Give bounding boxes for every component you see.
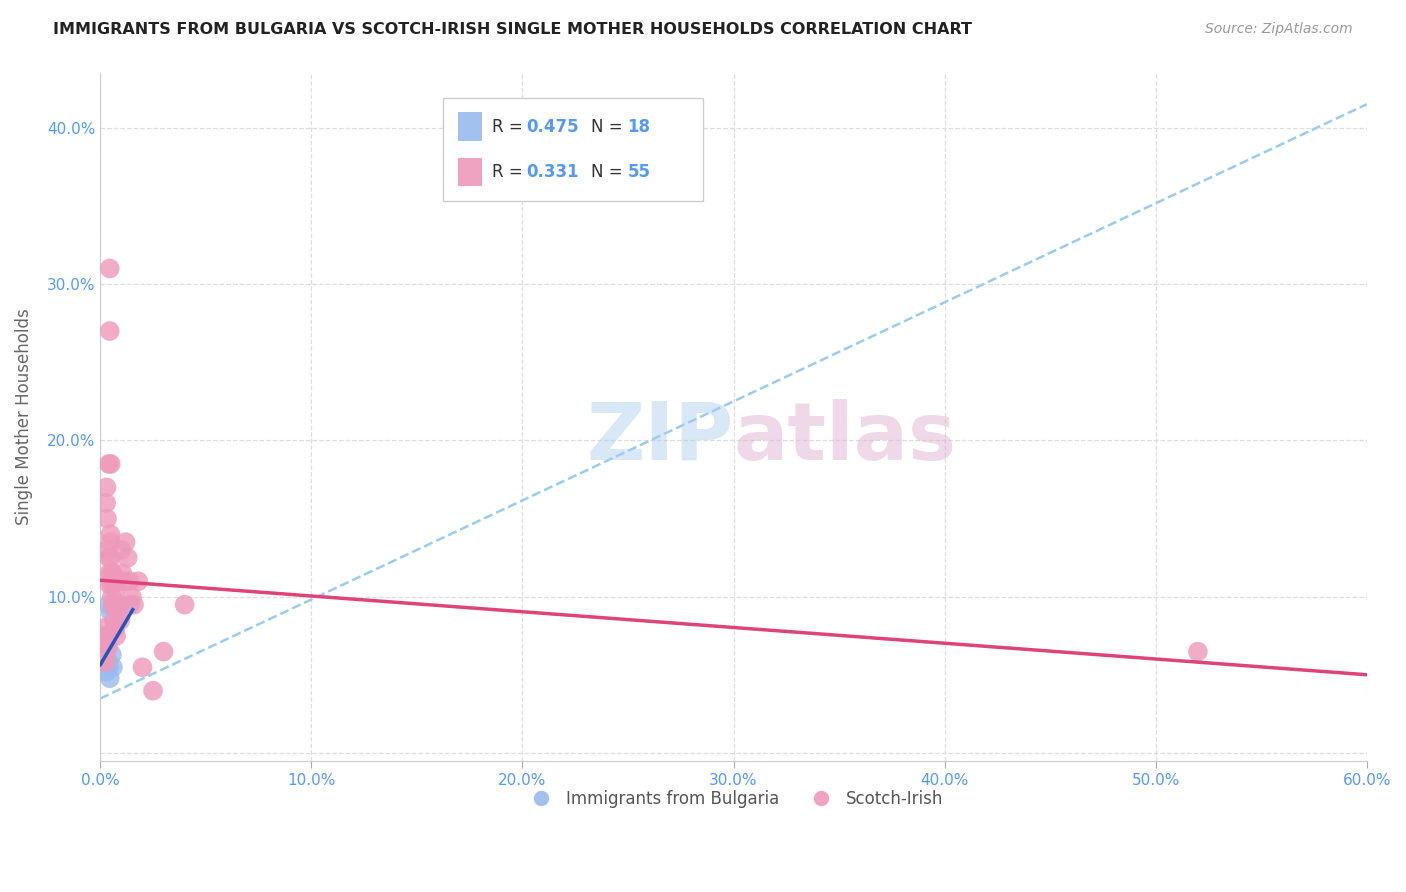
Point <box>94 633 117 648</box>
Point <box>94 652 117 666</box>
Text: R =: R = <box>492 118 529 136</box>
Point <box>117 550 139 565</box>
Text: 0.331: 0.331 <box>526 163 579 181</box>
Point <box>114 535 136 549</box>
Point <box>121 590 143 604</box>
Point <box>110 613 132 627</box>
Text: R =: R = <box>492 163 529 181</box>
Point <box>96 652 118 666</box>
Point <box>107 598 129 612</box>
Point <box>96 511 118 525</box>
Point <box>94 649 117 664</box>
Text: Source: ZipAtlas.com: Source: ZipAtlas.com <box>1205 22 1353 37</box>
Point <box>97 658 120 673</box>
Point <box>104 621 127 635</box>
Point <box>112 574 135 589</box>
Text: 18: 18 <box>627 118 651 136</box>
Point <box>173 598 195 612</box>
Point <box>93 640 115 654</box>
Point <box>94 656 117 670</box>
Point <box>100 550 122 565</box>
FancyBboxPatch shape <box>443 98 703 201</box>
Point <box>100 535 122 549</box>
Point <box>98 566 121 581</box>
Point <box>101 590 124 604</box>
Point <box>101 648 124 662</box>
Point <box>104 598 127 612</box>
Point <box>93 632 115 646</box>
Legend: Immigrants from Bulgaria, Scotch-Irish: Immigrants from Bulgaria, Scotch-Irish <box>517 783 949 814</box>
Point <box>108 598 131 612</box>
Text: N =: N = <box>591 118 628 136</box>
Point <box>97 629 120 643</box>
Point <box>96 480 118 494</box>
Point <box>101 598 124 612</box>
Bar <box>458 112 482 141</box>
Point <box>98 660 121 674</box>
Point <box>103 621 125 635</box>
Point <box>152 645 174 659</box>
Bar <box>458 158 482 186</box>
Point <box>96 637 118 651</box>
Point <box>101 660 124 674</box>
Point <box>93 643 115 657</box>
Point <box>91 629 114 643</box>
Point <box>111 566 134 581</box>
Point <box>98 671 121 685</box>
Point <box>101 577 124 591</box>
Text: 0.475: 0.475 <box>526 118 579 136</box>
Text: IMMIGRANTS FROM BULGARIA VS SCOTCH-IRISH SINGLE MOTHER HOUSEHOLDS CORRELATION CH: IMMIGRANTS FROM BULGARIA VS SCOTCH-IRISH… <box>53 22 973 37</box>
Point <box>96 665 118 679</box>
Point <box>97 543 120 558</box>
Point <box>96 496 118 510</box>
Point <box>98 324 121 338</box>
Point <box>93 640 115 654</box>
Point <box>97 640 120 654</box>
Point <box>96 657 118 672</box>
Point <box>104 582 127 596</box>
Y-axis label: Single Mother Households: Single Mother Households <box>15 309 32 525</box>
Point <box>131 660 153 674</box>
Point <box>122 598 145 612</box>
Point <box>100 527 122 541</box>
Point <box>107 606 129 620</box>
Point <box>142 683 165 698</box>
Point <box>1187 645 1209 659</box>
Point <box>98 577 121 591</box>
Point <box>105 574 128 589</box>
Point <box>98 261 121 276</box>
Point <box>94 648 117 662</box>
Text: ZIP: ZIP <box>586 399 734 476</box>
Point <box>110 543 132 558</box>
Point <box>97 598 120 612</box>
Point <box>93 645 115 659</box>
Point <box>100 457 122 471</box>
Point <box>118 574 141 589</box>
Point <box>103 613 125 627</box>
Point <box>101 574 124 589</box>
Text: N =: N = <box>591 163 628 181</box>
Point <box>97 457 120 471</box>
Point <box>91 637 114 651</box>
Point <box>97 550 120 565</box>
Point <box>93 621 115 635</box>
Point <box>100 566 122 581</box>
Point <box>118 598 141 612</box>
Point <box>101 566 124 581</box>
Point <box>105 629 128 643</box>
Text: atlas: atlas <box>734 399 956 476</box>
Text: 55: 55 <box>627 163 651 181</box>
Point <box>100 606 122 620</box>
Point <box>97 656 120 670</box>
Point <box>127 574 149 589</box>
